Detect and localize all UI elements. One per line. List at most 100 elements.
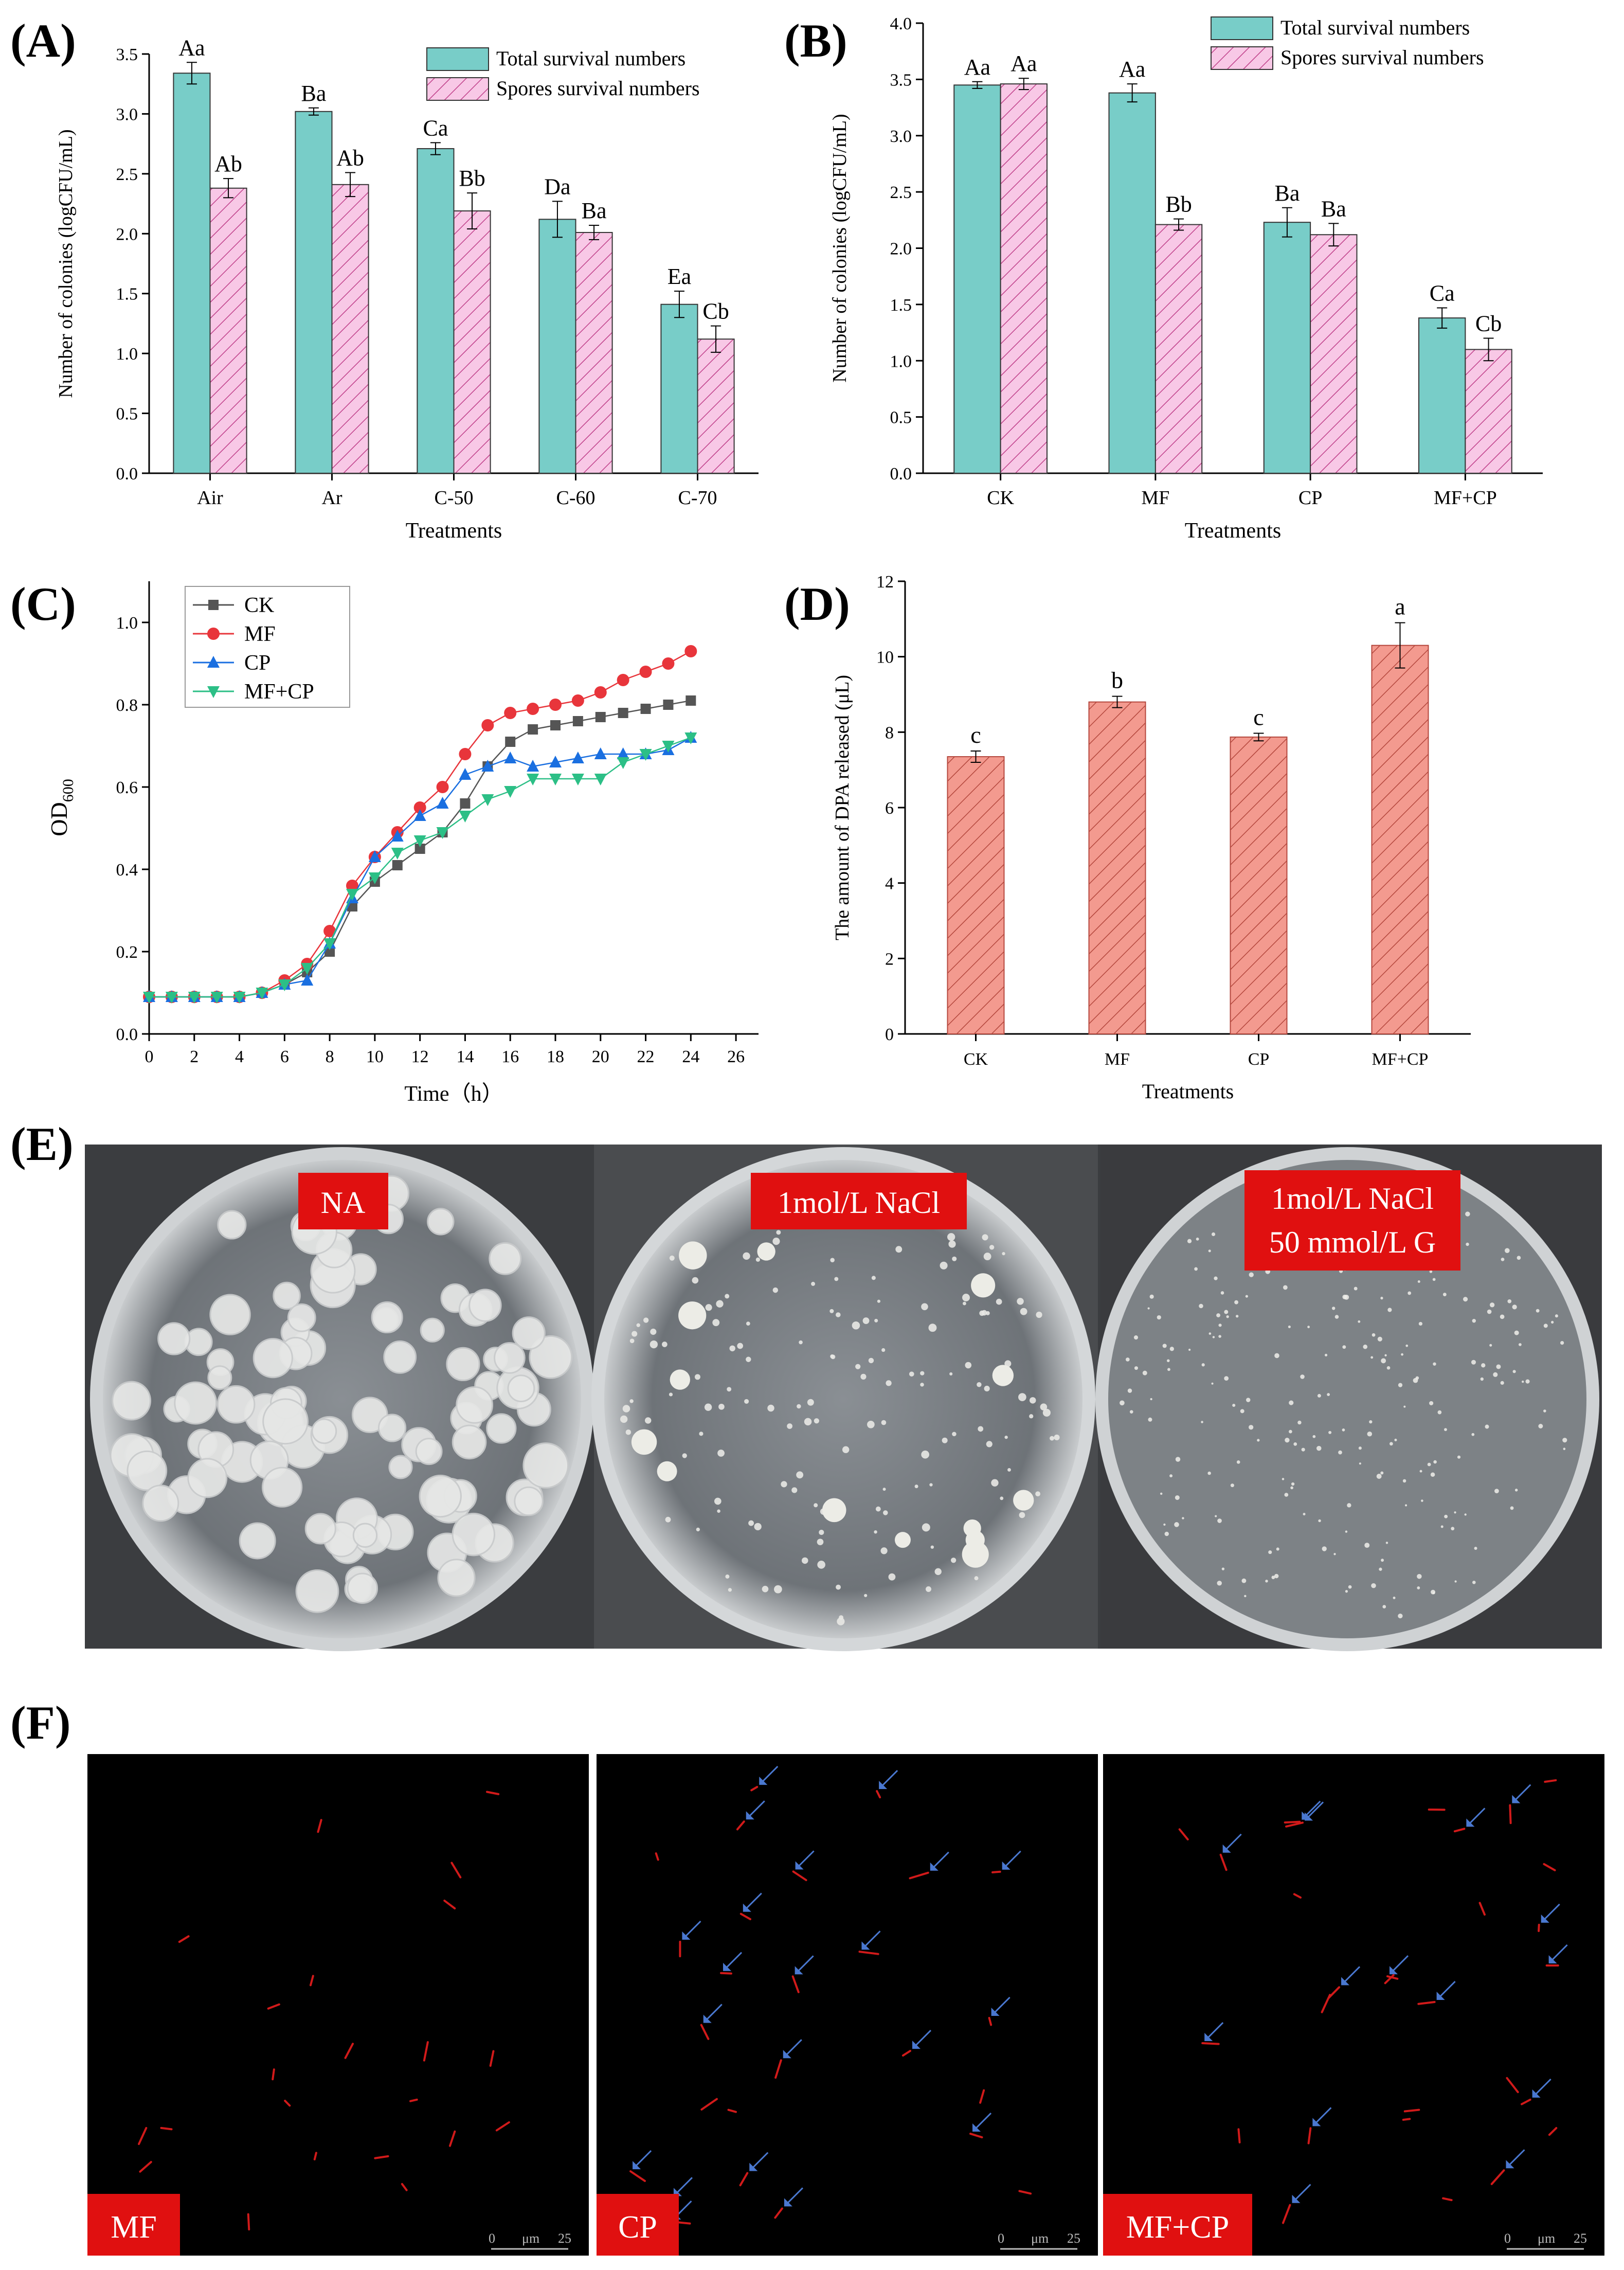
chart-d-x-tick-label: CK [964, 1050, 988, 1069]
cell [1307, 2127, 1312, 2144]
cell [700, 2098, 718, 2111]
chart-c-point [594, 747, 607, 759]
colony [950, 1558, 957, 1563]
chart-c-point [256, 988, 268, 999]
colony [1367, 1432, 1373, 1437]
colony [836, 1312, 841, 1317]
colony [112, 1381, 152, 1421]
colony [1444, 1514, 1448, 1518]
pointer-arrow [1391, 1955, 1409, 1973]
colony [868, 1357, 874, 1364]
colony [1500, 1314, 1505, 1319]
colony [1160, 1492, 1163, 1495]
panel-label-c: (C) [10, 578, 76, 630]
chart-c-series-line [149, 737, 691, 998]
chart-b-data-label: Cb [1475, 311, 1502, 336]
chart-c-point [414, 844, 425, 854]
colony [952, 1256, 957, 1261]
colony [1563, 1447, 1566, 1451]
chart-a-y-tick-label: 2.5 [116, 165, 138, 184]
colony [807, 1399, 814, 1406]
chart-c-point [662, 657, 675, 670]
colony [982, 1234, 988, 1241]
colony [625, 1429, 631, 1435]
colony [921, 1303, 928, 1311]
pointer-arrow-head [930, 1862, 939, 1871]
colony [717, 1450, 725, 1457]
colony [1000, 1496, 1004, 1500]
colony [1338, 1450, 1342, 1455]
colony [977, 1382, 982, 1387]
colony [725, 1574, 730, 1579]
colony [419, 1474, 462, 1518]
colony [486, 1413, 517, 1444]
colony [1224, 1376, 1229, 1381]
chart-d-y-tick-label: 10 [876, 648, 894, 667]
colony [1538, 1424, 1543, 1428]
colony [1496, 1364, 1501, 1369]
chart-c-point [207, 628, 220, 640]
cell [969, 2133, 983, 2139]
cell [374, 2155, 389, 2159]
colony [1211, 1382, 1214, 1385]
cell [1384, 1974, 1395, 1985]
pointer-arrow [705, 2004, 723, 2022]
chart-b-data-label: Aa [964, 55, 990, 80]
pointer-arrow-head [1436, 1992, 1445, 2000]
pointer-arrow [683, 1920, 701, 1938]
colony [1463, 1297, 1468, 1302]
cell [1478, 1902, 1486, 1916]
colony [1157, 1315, 1161, 1320]
colony [1370, 1356, 1374, 1359]
cell [736, 1820, 745, 1831]
colony [881, 1348, 886, 1352]
chart-b-data-label: Ba [1321, 196, 1346, 221]
colony [1550, 1320, 1554, 1324]
chart-a-data-label: Ab [336, 146, 364, 171]
pointer-arrow-head [1002, 1861, 1011, 1870]
colony [1474, 1547, 1477, 1550]
colony [1174, 1522, 1179, 1527]
chart-a-legend-label: Spores survival numbers [496, 77, 700, 100]
colony [819, 1529, 824, 1535]
colony [914, 1485, 918, 1489]
colony [1297, 1420, 1302, 1425]
pointer-arrow [1542, 1903, 1560, 1921]
chart-c-point [278, 979, 291, 991]
colony [1454, 1511, 1456, 1514]
colony [1377, 1336, 1382, 1342]
chart-b-y-axis-title: Number of colonies (logCFU/mL) [829, 114, 851, 382]
colony [983, 1253, 991, 1260]
colony [947, 1233, 955, 1241]
pointer-arrow [797, 1850, 815, 1868]
cell [267, 2003, 280, 2010]
colony [669, 1392, 673, 1397]
chart-c-point [436, 827, 449, 839]
chart-c-x-tick-label: 14 [456, 1047, 474, 1066]
chart-c-point [639, 749, 652, 761]
colony [304, 1513, 336, 1545]
colony [1274, 1574, 1279, 1579]
chart-a-bar [173, 73, 211, 474]
colony [142, 1485, 179, 1522]
cell [423, 2041, 429, 2062]
colony [352, 1523, 378, 1548]
pointer-arrow-head [759, 1776, 768, 1785]
chart-c-point [504, 707, 517, 719]
colony [489, 1242, 522, 1275]
colony [1175, 1457, 1181, 1462]
chart-a-y-tick-label: 2.0 [116, 225, 138, 244]
colony [1163, 1523, 1166, 1526]
colony [744, 1399, 749, 1404]
plate-nacl-g [1095, 1147, 1599, 1651]
chart-a-bar [453, 210, 491, 474]
cell [138, 2126, 148, 2146]
colony [1345, 1530, 1348, 1533]
colony [962, 1541, 989, 1568]
colony [1369, 1420, 1373, 1424]
cell [909, 1871, 929, 1880]
colony [1307, 1326, 1310, 1329]
colony [1162, 1344, 1167, 1348]
colony [1004, 1435, 1008, 1439]
